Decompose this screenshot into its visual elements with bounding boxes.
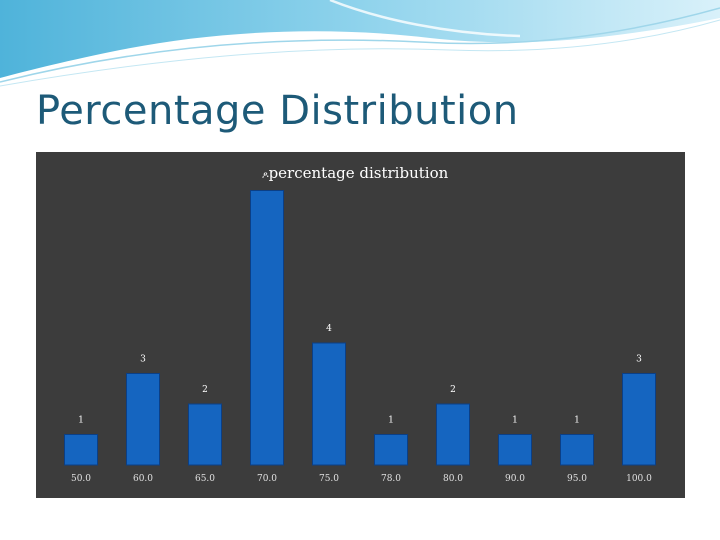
data-label-65.0: 2 [202, 385, 208, 395]
bar-100.0 [622, 373, 656, 466]
data-label-90.0: 1 [512, 416, 518, 426]
bar-95.0 [560, 434, 594, 466]
data-label-95.0: 1 [574, 416, 580, 426]
decorative-wave-banner [0, 0, 720, 87]
data-label-100.0: 3 [636, 355, 642, 365]
chart-title: ዶpercentage distribution [262, 164, 448, 182]
bar-70.0 [250, 190, 284, 466]
x-tick-label-90.0: 90.0 [505, 474, 525, 484]
x-tick-label-78.0: 78.0 [381, 474, 401, 484]
bar-90.0 [498, 434, 532, 466]
bar-65.0 [188, 403, 222, 466]
x-tick-label-50.0: 50.0 [71, 474, 91, 484]
x-tick-label-65.0: 65.0 [195, 474, 215, 484]
x-tick-label-60.0: 60.0 [133, 474, 153, 484]
bar-78.0 [374, 434, 408, 466]
bar-60.0 [126, 373, 160, 466]
slide-title: Percentage Distribution [36, 88, 519, 134]
data-label-78.0: 1 [388, 416, 394, 426]
chart-area: 1 50.0 3 60.0 2 65.0 70.0 4 75.0 1 78.0 2 80.0 1 90.0 1… [36, 152, 685, 498]
bar-80.0 [436, 403, 470, 466]
chart-title-prefix: ዶ [262, 171, 269, 181]
bar-50.0 [64, 434, 98, 466]
bar-chart: 1 50.0 3 60.0 2 65.0 70.0 4 75.0 1 78.0 2 80.0 1 90.0 1… [64, 190, 656, 484]
data-label-80.0: 2 [450, 385, 456, 395]
x-tick-label-80.0: 80.0 [443, 474, 463, 484]
data-label-50.0: 1 [78, 416, 84, 426]
bar-75.0 [312, 342, 346, 466]
x-tick-label-70.0: 70.0 [257, 474, 277, 484]
data-label-75.0: 4 [326, 324, 332, 334]
x-tick-label-75.0: 75.0 [319, 474, 339, 484]
x-tick-label-100.0: 100.0 [626, 474, 652, 484]
chart-title-text: percentage distribution [268, 164, 449, 182]
x-tick-label-95.0: 95.0 [567, 474, 587, 484]
data-label-60.0: 3 [140, 355, 146, 365]
